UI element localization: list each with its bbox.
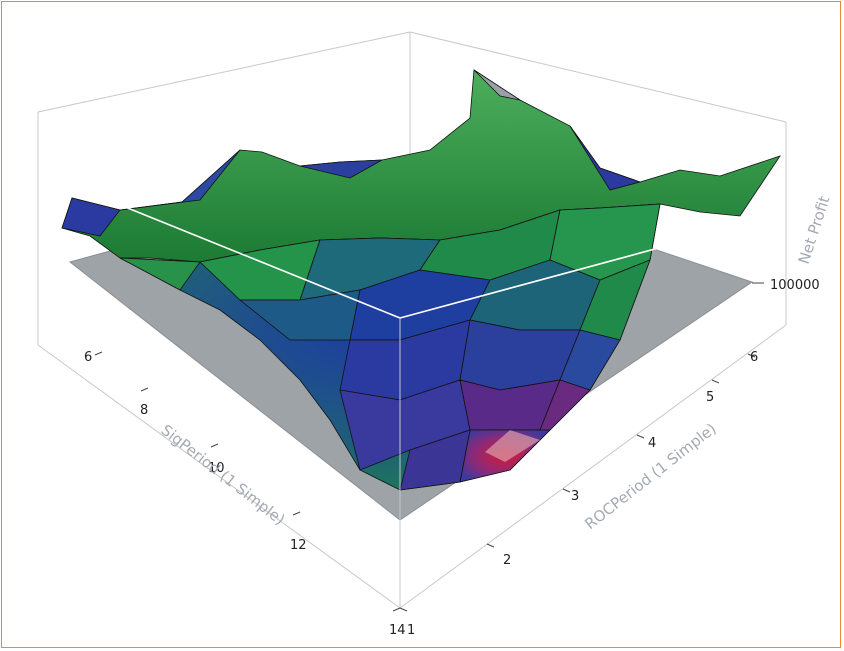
z-axis-title: Net Profit — [795, 194, 834, 266]
box-front — [97, 195, 763, 319]
x-tick-label: 14 — [389, 623, 406, 638]
x-tick-mark — [210, 443, 219, 448]
y-tick-label: 4 — [648, 436, 656, 451]
x-tick-label: 6 — [84, 350, 92, 365]
x-tick-label: 8 — [140, 403, 148, 418]
tick-marks — [94, 282, 764, 612]
x-tick-mark — [94, 351, 103, 356]
y-tick-mark — [711, 379, 720, 384]
y-tick-label: 2 — [503, 553, 511, 568]
x-axis-title: SigPeriod (1 Simple) — [158, 421, 289, 529]
x-tick-mark — [292, 511, 301, 516]
y-tick-mark — [636, 434, 645, 439]
z-tick-label: 100000 — [770, 278, 820, 293]
x-tick-label: 12 — [290, 538, 307, 553]
y-tick-label: 1 — [407, 623, 415, 638]
x-axis-ticks: 6 8 10 12 14 — [84, 350, 406, 638]
y-tick-mark — [562, 488, 571, 493]
y-tick-mark — [486, 543, 495, 548]
surface-front — [119, 203, 661, 491]
surface-back — [61, 69, 781, 263]
x-tick-mark — [392, 607, 401, 612]
y-tick-label: 3 — [571, 489, 579, 504]
y-axis-ticks: 1 2 3 4 5 6 — [407, 350, 758, 638]
y-tick-mark — [399, 607, 408, 612]
x-tick-label: 10 — [208, 461, 225, 476]
y-tick-label: 6 — [750, 350, 758, 365]
y-tick-mark — [747, 353, 756, 358]
x-tick-mark — [140, 387, 149, 392]
box-front-lower — [37, 318, 787, 609]
y-tick-label: 5 — [706, 390, 714, 405]
